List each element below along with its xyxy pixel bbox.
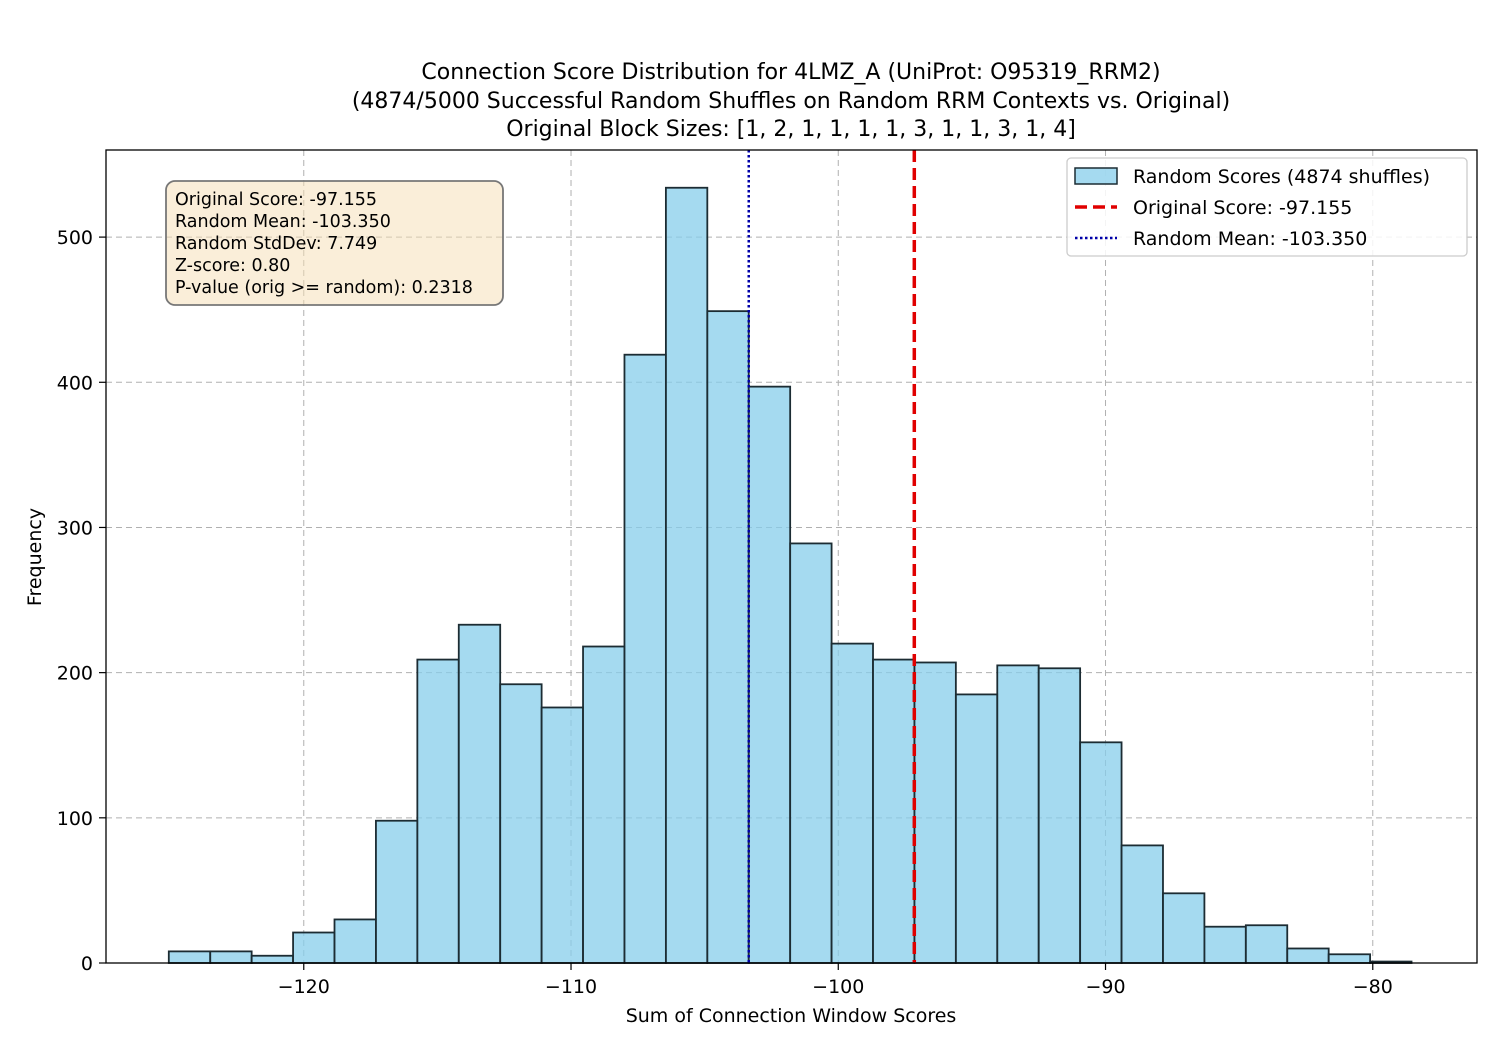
histogram-bar <box>292 931 336 964</box>
histogram-bar <box>1037 667 1082 964</box>
histogram-bar <box>913 661 957 964</box>
histogram-bar <box>1327 953 1371 964</box>
chart-title-line-3: Original Block Sizes: [1, 2, 1, 1, 1, 1,… <box>506 117 1076 142</box>
stats-box: Original Score: -97.155 Random Mean: -10… <box>165 180 504 306</box>
stats-line-random-mean: Random Mean: -103.350 <box>175 212 391 232</box>
y-tick-label: 400 <box>57 372 93 394</box>
histogram-bar <box>250 954 294 964</box>
histogram-bar <box>333 918 377 964</box>
stats-line-random-stddev: Random StdDev: 7.749 <box>175 234 377 254</box>
histogram-bar <box>1203 925 1247 964</box>
stats-box-background <box>165 180 504 306</box>
x-tick-label: −120 <box>278 976 330 998</box>
x-tick-label: −90 <box>1085 976 1125 998</box>
histogram-bar <box>1286 947 1330 964</box>
chart-title-line-2: (4874/5000 Successful Random Shuffles on… <box>352 89 1230 114</box>
histogram-bar <box>375 819 419 964</box>
histogram-bar <box>789 542 833 964</box>
y-tick-label: 200 <box>57 663 93 685</box>
histogram-bar <box>582 645 626 964</box>
y-tick-label: 0 <box>81 953 93 975</box>
legend-frame <box>1066 157 1468 257</box>
x-tick-label: −100 <box>812 976 864 998</box>
reference-lines <box>747 150 917 963</box>
chart-title-line-1: Connection Score Distribution for 4LMZ_A… <box>421 60 1160 85</box>
x-axis-ticks: −120 −110 −100 −90 −80 <box>278 963 1393 998</box>
histogram-bar <box>209 950 253 964</box>
legend-label-random-scores: Random Scores (4874 shuffles) <box>1133 166 1430 188</box>
chart-title: Connection Score Distribution for 4LMZ_A… <box>352 60 1230 142</box>
y-axis-label: Frequency <box>24 508 46 606</box>
stats-line-original-score: Original Score: -97.155 <box>175 190 377 210</box>
legend-swatch-random-scores <box>1074 167 1118 185</box>
y-axis-ticks: 0 100 200 300 400 500 <box>57 227 106 975</box>
legend-label-original-score: Original Score: -97.155 <box>1133 197 1352 219</box>
histogram-bar <box>499 683 543 964</box>
histogram-bar <box>1079 741 1123 964</box>
histogram-bar <box>747 385 792 964</box>
histogram-bar <box>457 623 502 964</box>
histogram-bar <box>623 353 667 964</box>
histogram-bar <box>996 664 1040 964</box>
y-tick-label: 500 <box>57 227 93 249</box>
histogram-bar <box>416 658 460 964</box>
x-tick-label: −80 <box>1353 976 1393 998</box>
histogram-bar <box>167 950 212 964</box>
stats-line-p-value: P-value (orig >= random): 0.2318 <box>175 278 473 298</box>
y-tick-label: 300 <box>57 517 93 539</box>
histogram-bar <box>830 642 874 964</box>
y-tick-label: 100 <box>57 808 93 830</box>
stats-line-z-score: Z-score: 0.80 <box>175 256 290 276</box>
histogram-bar <box>1120 844 1164 964</box>
histogram-bar <box>954 693 999 964</box>
x-tick-label: −110 <box>545 976 597 998</box>
histogram-bar <box>664 186 709 964</box>
histogram-bar <box>1244 924 1289 964</box>
x-axis-label: Sum of Connection Window Scores <box>626 1005 957 1027</box>
histogram-bar <box>1162 892 1206 964</box>
histogram-bar <box>540 706 584 964</box>
legend: Random Scores (4874 shuffles) Original S… <box>1066 157 1468 257</box>
histogram-bar <box>872 658 916 964</box>
histogram-bar <box>706 310 750 964</box>
plot-frame <box>105 149 1478 964</box>
legend-label-random-mean: Random Mean: -103.350 <box>1133 228 1367 250</box>
